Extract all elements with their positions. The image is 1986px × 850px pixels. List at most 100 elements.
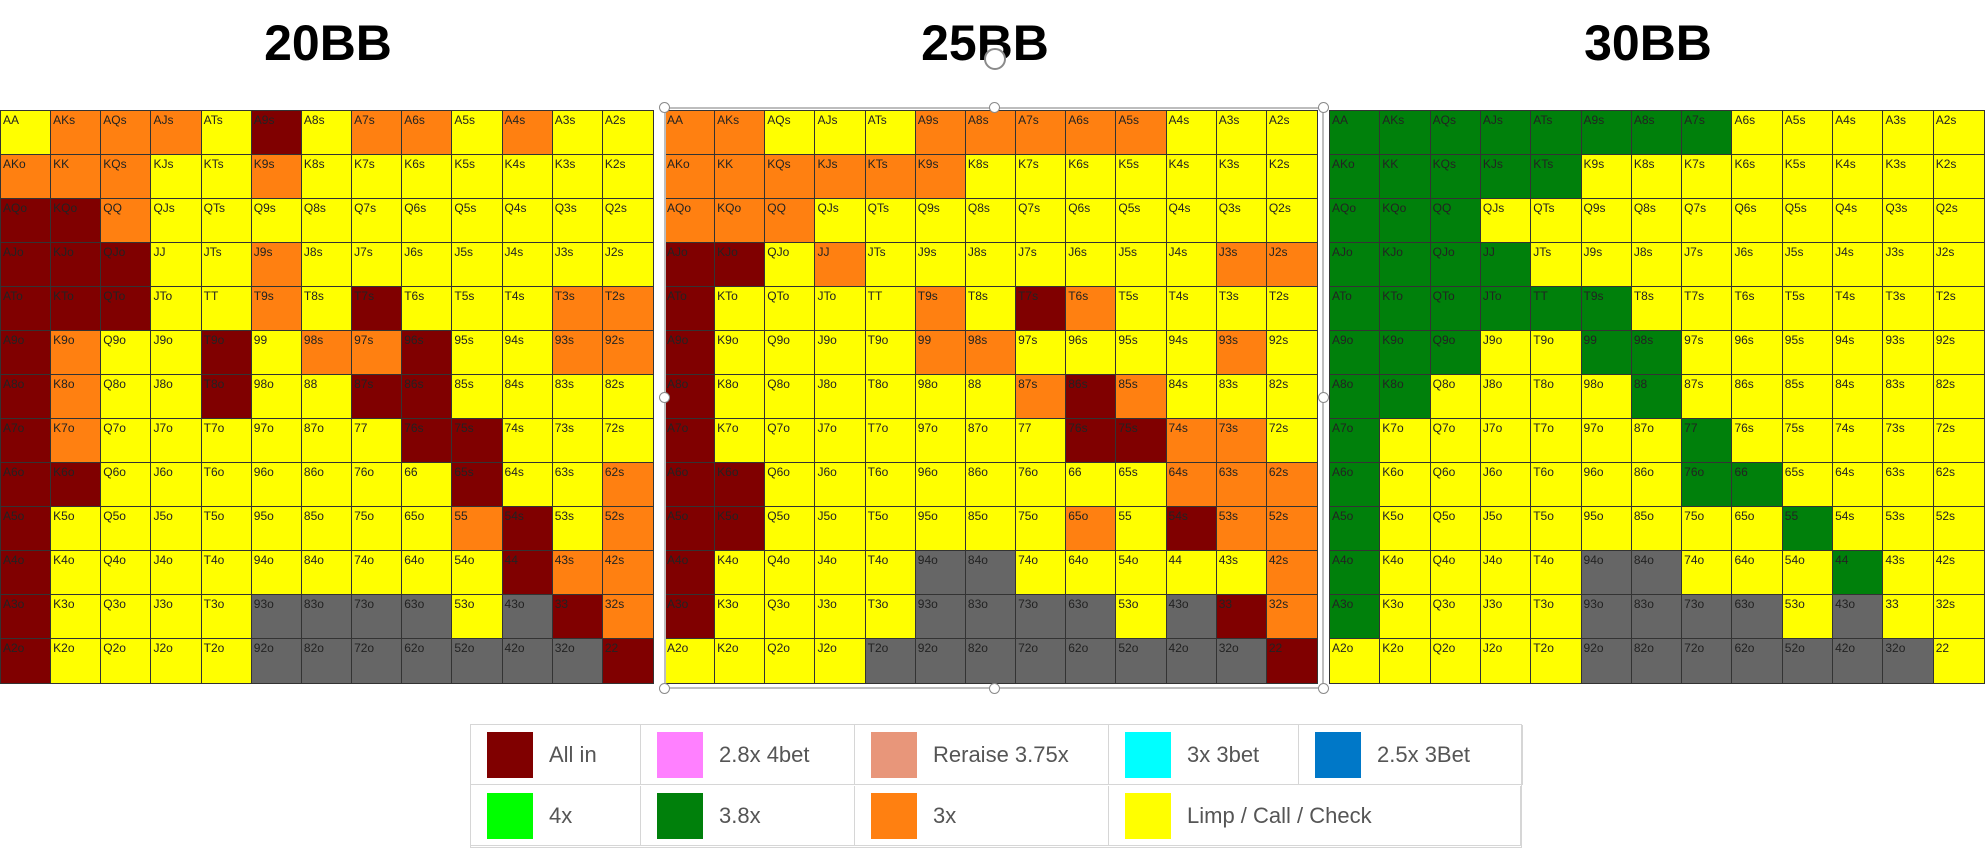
hand-cell: AKo [665, 155, 716, 199]
hand-label: K3o [1382, 597, 1404, 611]
hand-cell: KQo [51, 199, 102, 243]
hand-cell: QTo [765, 287, 816, 331]
hand-label: 96o [917, 465, 938, 479]
hand-cell: AQo [665, 199, 716, 243]
hand-cell: A3o [1330, 595, 1381, 639]
hand-cell: Q3o [101, 595, 152, 639]
hand-label: 54o [1784, 553, 1805, 567]
hand-cell: JTo [815, 287, 866, 331]
hand-label: AJo [3, 245, 24, 259]
hand-cell: 43s [1216, 551, 1267, 595]
hand-cell: 33 [552, 595, 603, 639]
hand-label: Q4o [767, 553, 790, 567]
hand-cell: J5s [1782, 243, 1834, 287]
hand-cell: K7s [352, 155, 403, 199]
hand-cell: 99 [1581, 331, 1632, 375]
hand-label: AJs [153, 113, 174, 127]
hand-cell: 76o [1682, 463, 1733, 507]
hand-cell: JTs [1531, 243, 1582, 287]
hand-cell: 55 [1116, 507, 1167, 551]
range-grid-25bb[interactable]: AA AKs AQs AJs ATs A9s A8s A7s A6s A5s A4s A3s A2s AK… [664, 110, 1318, 684]
resize-handle-n[interactable] [989, 102, 1000, 113]
rotate-handle-icon[interactable] [984, 48, 1006, 70]
hand-cell: 83s [1216, 375, 1267, 419]
hand-cell: J6s [402, 243, 453, 287]
hand-cell: K2o [51, 639, 102, 683]
hand-label: T6o [867, 465, 889, 479]
hand-cell: T6s [1732, 287, 1783, 331]
hand-label: 94s [1835, 333, 1855, 347]
hand-cell: 76s [402, 419, 453, 463]
hand-label: 73s [554, 421, 575, 435]
hand-cell: 32s [1933, 595, 1984, 639]
hand-cell: J8s [965, 243, 1017, 287]
hand-label: T9s [253, 289, 274, 303]
hand-cell: J3s [1216, 243, 1267, 287]
hand-cell: A2o [1330, 639, 1381, 683]
hand-cell: 63s [1883, 463, 1934, 507]
hand-cell: 65s [452, 463, 503, 507]
hand-label: ATs [203, 113, 223, 127]
hand-cell: 32o [1216, 639, 1267, 683]
hand-label: J9o [153, 333, 173, 347]
hand-label: 54o [1118, 553, 1139, 567]
hand-cell: Q2o [765, 639, 816, 683]
hand-cell: 87s [1016, 375, 1067, 419]
hand-cell: QTs [865, 199, 916, 243]
resize-handle-e[interactable] [1318, 392, 1329, 403]
hand-label: 75o [354, 509, 375, 523]
hand-cell: Q4s [502, 199, 553, 243]
hand-label: AKs [1382, 113, 1405, 127]
hand-label: T8o [867, 377, 889, 391]
hand-cell: KTo [715, 287, 766, 331]
hand-cell: J6s [1066, 243, 1117, 287]
hand-label: A3o [3, 597, 25, 611]
resize-handle-ne[interactable] [1318, 102, 1329, 113]
hand-label: A9s [253, 113, 275, 127]
hand-label: Q4s [1168, 201, 1191, 215]
hand-cell: J7s [1016, 243, 1067, 287]
hand-label: Q9s [253, 201, 276, 215]
resize-handle-s[interactable] [989, 683, 1000, 694]
legend-label: 2.5x 3Bet [1377, 741, 1470, 767]
hand-cell: K5o [51, 507, 102, 551]
hand-label: J4o [817, 553, 837, 567]
hand-label: Q5s [454, 201, 477, 215]
hand-label: K2s [1935, 157, 1957, 171]
hand-cell: 64s [1833, 463, 1884, 507]
hand-label: 83o [1633, 597, 1654, 611]
hand-label: T8s [303, 289, 324, 303]
hand-label: Q2o [767, 641, 790, 655]
hand-cell: 97o [915, 419, 966, 463]
hand-cell: Q7o [101, 419, 152, 463]
hand-cell: 87o [301, 419, 353, 463]
hand-cell: A2o [665, 639, 716, 683]
hand-cell: A3s [552, 111, 603, 155]
hand-cell: T9o [865, 331, 916, 375]
hand-label: J2s [604, 245, 624, 259]
hand-cell: QQ [765, 199, 816, 243]
resize-handle-se[interactable] [1318, 683, 1329, 694]
hand-label: 92s [604, 333, 625, 347]
hand-label: K8o [1382, 377, 1404, 391]
hand-cell: KJs [1480, 155, 1532, 199]
hand-cell: AJs [1480, 111, 1532, 155]
resize-handle-w[interactable] [659, 392, 670, 403]
hand-cell: 97o [251, 419, 302, 463]
hand-cell: 52s [602, 507, 653, 551]
hand-cell: 76o [1016, 463, 1067, 507]
hand-label: T5s [454, 289, 475, 303]
hand-label: AQo [667, 201, 692, 215]
hand-label: T2s [604, 289, 625, 303]
hand-cell: K6s [1066, 155, 1117, 199]
hand-cell: K5o [1380, 507, 1431, 551]
hand-label: 85o [967, 509, 988, 523]
hand-cell: Q5s [452, 199, 503, 243]
hand-label: K7s [354, 157, 375, 171]
resize-handle-nw[interactable] [659, 102, 670, 113]
hand-label: K4s [504, 157, 526, 171]
resize-handle-sw[interactable] [659, 683, 670, 694]
hand-label: KQs [103, 157, 127, 171]
hand-cell: Q7s [1682, 199, 1733, 243]
hand-label: T7s [354, 289, 375, 303]
